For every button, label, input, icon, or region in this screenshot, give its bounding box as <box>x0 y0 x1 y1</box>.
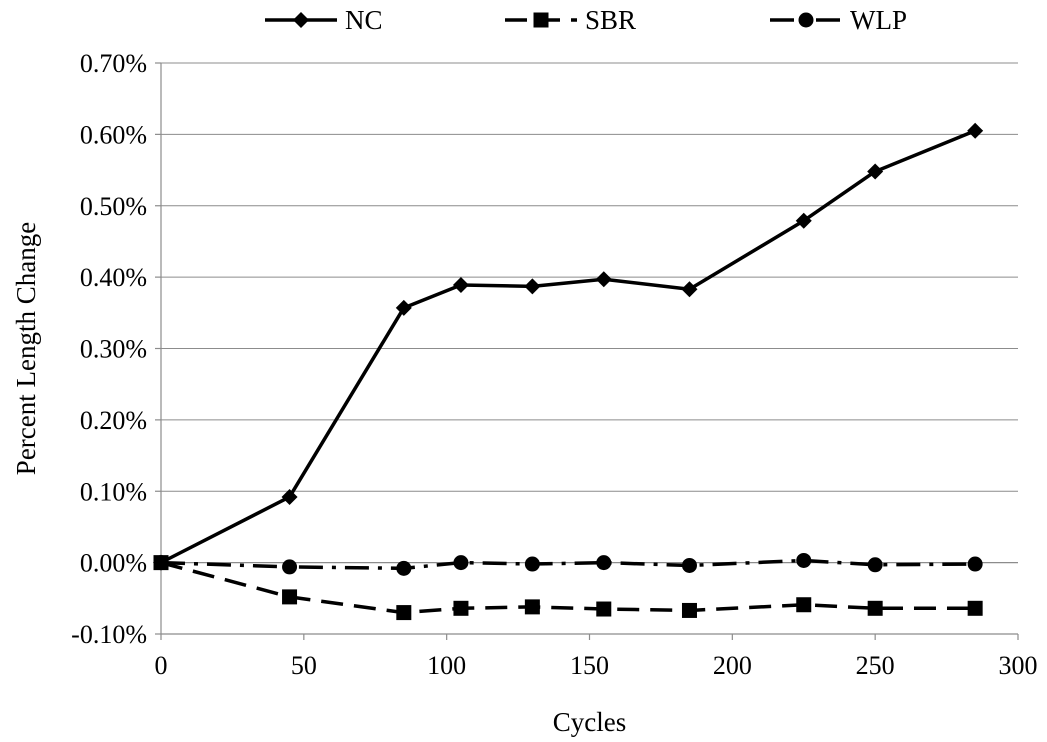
x-tick-label-3: 150 <box>570 651 609 680</box>
x-tick-label-4: 200 <box>713 651 752 680</box>
series-nc-point-2 <box>395 299 412 316</box>
series-wlp-point-0 <box>153 555 169 571</box>
y-tick-label-0: -0.10% <box>71 620 147 649</box>
legend-marker-wlp <box>798 12 814 28</box>
y-tick-label-1: 0.00% <box>80 549 147 578</box>
legend-marker-nc <box>293 12 309 28</box>
series-nc-line <box>160 129 976 565</box>
x-axis-title: Cycles <box>553 707 627 737</box>
series-sbr-point-8 <box>867 600 883 616</box>
series-sbr-point-3 <box>453 600 469 616</box>
series-nc-point-8 <box>867 163 884 180</box>
legend-item-sbr: SBR <box>505 5 636 35</box>
y-tick-label-6: 0.50% <box>80 192 147 221</box>
series-nc-point-6 <box>681 281 698 298</box>
y-tick-label-8: 0.70% <box>80 49 147 78</box>
series-sbr-point-4 <box>524 599 540 615</box>
legend-marker-sbr <box>533 12 549 28</box>
series-wlp-point-4 <box>524 556 540 572</box>
series-wlp-point-7 <box>796 552 812 568</box>
tick-labels: -0.10% 0.00% 0.10% 0.20% 0.30% 0.40% 0.50% 0.60… <box>71 49 1037 680</box>
series-layer <box>153 122 984 621</box>
legend-label-wlp: WLP <box>850 5 907 35</box>
series-nc-point-3 <box>452 276 469 293</box>
legend-item-wlp: WLP <box>770 5 907 35</box>
y-tick-label-2: 0.10% <box>80 477 147 506</box>
x-tick-label-5: 250 <box>856 651 895 680</box>
y-tick-label-4: 0.30% <box>80 335 147 364</box>
series-wlp-point-3 <box>453 555 469 571</box>
series-nc-point-1 <box>281 488 298 505</box>
series-sbr-point-5 <box>596 601 612 617</box>
series-nc-point-5 <box>595 271 612 288</box>
y-tick-label-5: 0.40% <box>80 263 147 292</box>
legend-item-nc: NC <box>265 5 383 35</box>
legend-label-nc: NC <box>345 5 383 35</box>
series-sbr-point-7 <box>796 597 812 613</box>
series-sbr-point-6 <box>681 602 697 618</box>
x-tick-label-1: 50 <box>291 651 317 680</box>
series-wlp-point-2 <box>396 560 412 576</box>
series-wlp-line <box>160 558 976 571</box>
series-wlp-point-8 <box>867 557 883 573</box>
x-tick-label-6: 300 <box>999 651 1038 680</box>
series-wlp-point-1 <box>282 559 298 575</box>
x-tick-label-0: 0 <box>155 651 168 680</box>
series-nc <box>153 122 984 571</box>
legend: NC SBR WLP <box>265 5 907 35</box>
series-wlp-point-9 <box>967 556 983 572</box>
series-sbr-point-1 <box>282 589 298 605</box>
y-tick-label-3: 0.20% <box>80 406 147 435</box>
series-sbr-line <box>160 560 976 615</box>
series-sbr-point-2 <box>396 605 412 621</box>
legend-label-sbr: SBR <box>585 5 636 35</box>
series-wlp-point-5 <box>596 555 612 571</box>
y-tick-label-7: 0.60% <box>80 120 147 149</box>
x-tick-label-2: 100 <box>427 651 466 680</box>
series-wlp <box>153 552 983 576</box>
series-nc-point-4 <box>524 278 541 295</box>
series-nc-point-9 <box>967 122 984 139</box>
axes <box>155 62 1019 640</box>
series-nc-point-7 <box>795 212 812 229</box>
series-sbr <box>153 555 983 621</box>
y-axis-title: Percent Length Change <box>11 222 41 475</box>
gridlines <box>161 62 1018 635</box>
series-wlp-point-6 <box>681 557 697 573</box>
series-sbr-point-9 <box>967 600 983 616</box>
